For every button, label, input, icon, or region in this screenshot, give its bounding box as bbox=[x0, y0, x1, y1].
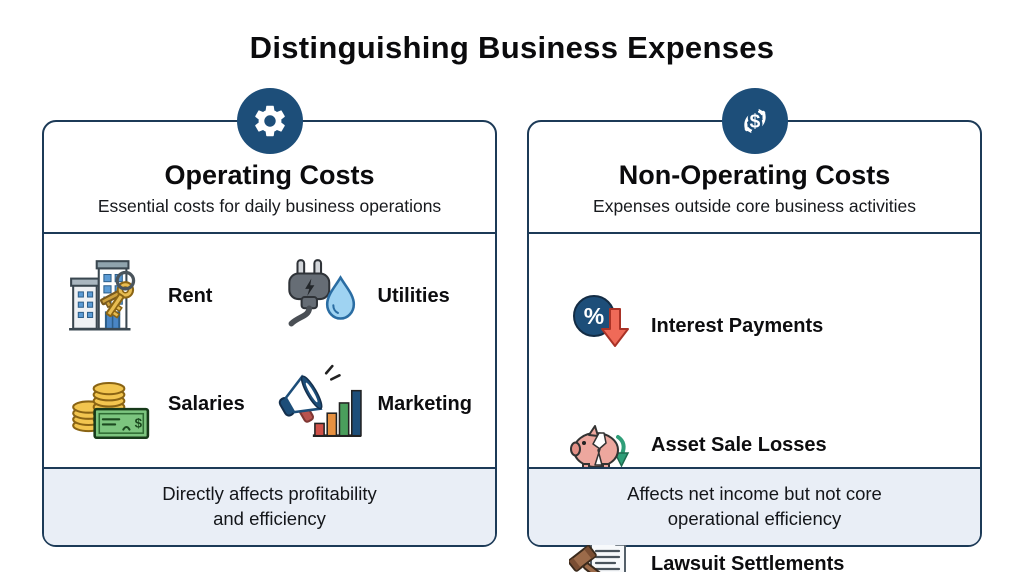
operating-footer: Directly affects profitability and effic… bbox=[44, 467, 495, 545]
item-label: Interest Payments bbox=[651, 314, 824, 337]
item-label: Utilities bbox=[377, 284, 450, 307]
plug-water-drop-icon bbox=[287, 259, 355, 327]
footer-line: Affects net income but not core bbox=[627, 483, 882, 505]
expense-item-asset-sale-losses: Asset Sale Losses bbox=[569, 413, 960, 479]
page-title: Distinguishing Business Expenses bbox=[249, 30, 775, 65]
expense-item-rent: Rent bbox=[66, 253, 212, 339]
card-subtitle: Essential costs for daily business opera… bbox=[97, 196, 442, 216]
card-subtitle: Expenses outside core business activitie… bbox=[593, 196, 916, 216]
card-operating-costs: Operating Costs Essential costs for dail… bbox=[42, 88, 497, 547]
operating-header: Operating Costs Essential costs for dail… bbox=[44, 122, 495, 234]
card-title: Non-Operating Costs bbox=[618, 160, 891, 190]
footer-line: operational efficiency bbox=[667, 508, 842, 529]
percent-down-arrow-icon: % bbox=[573, 295, 629, 348]
broken-piggy-bank-icon bbox=[570, 424, 630, 473]
svg-text:$: $ bbox=[135, 415, 143, 430]
item-label: Marketing bbox=[377, 393, 472, 416]
expense-item-utilities: Utilities bbox=[276, 253, 450, 339]
footer-line: and efficiency bbox=[213, 508, 326, 529]
expense-item-marketing: Marketing bbox=[276, 362, 472, 448]
card-non-operating-costs: $ $ Non-Operating Costs Expenses outside… bbox=[527, 88, 982, 572]
gear-icon bbox=[254, 105, 285, 137]
cards-row: Operating Costs Essential costs for dail… bbox=[42, 88, 982, 572]
non-operating-footer: Affects net income but not core operatio… bbox=[529, 467, 980, 545]
expense-item-interest-payments: % Interest Payments bbox=[569, 293, 960, 359]
expense-item-salaries: $ Salaries bbox=[66, 362, 245, 448]
item-label: Asset Sale Losses bbox=[651, 434, 827, 456]
card-title: Operating Costs bbox=[164, 160, 375, 190]
item-label: Lawsuit Settlements bbox=[651, 553, 845, 572]
item-label: Rent bbox=[168, 284, 213, 307]
svg-text:$: $ bbox=[749, 112, 760, 133]
megaphone-chart-icon bbox=[278, 364, 362, 437]
footer-line: Directly affects profitability bbox=[162, 483, 377, 505]
non-operating-badge: $ $ bbox=[721, 88, 788, 154]
coins-banknote-icon: $ bbox=[72, 381, 150, 439]
dollar-swap-icon: $ $ bbox=[743, 108, 766, 135]
svg-text:%: % bbox=[584, 303, 604, 329]
operating-badge bbox=[236, 88, 303, 154]
building-keys-icon bbox=[69, 260, 136, 331]
operating-items: Rent Utilities bbox=[44, 234, 495, 467]
svg-text:$: $ bbox=[749, 112, 760, 133]
item-label: Salaries bbox=[168, 393, 245, 416]
non-operating-header: Non-Operating Costs Expenses outside cor… bbox=[529, 122, 980, 234]
